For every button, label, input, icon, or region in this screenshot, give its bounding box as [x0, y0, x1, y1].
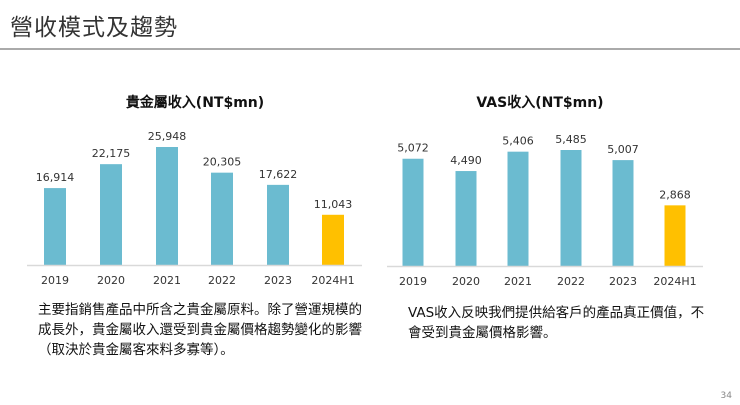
x-tick-label: 2023 — [264, 274, 292, 287]
x-tick-label: 2020 — [452, 275, 480, 288]
data-label: 16,914 — [36, 171, 75, 184]
bar-2022 — [560, 150, 582, 266]
data-label: 11,043 — [314, 198, 353, 211]
data-label: 20,305 — [203, 156, 242, 169]
chart-title-vas: VAS收入(NT$mn) — [476, 95, 604, 111]
bar-2020 — [100, 164, 122, 265]
bar-2021 — [156, 147, 178, 265]
data-label: 5,406 — [502, 135, 534, 148]
bar-2019 — [44, 188, 66, 265]
data-label: 22,175 — [92, 147, 131, 160]
bar-2024H1 — [322, 214, 344, 265]
page-number: 34 — [720, 391, 732, 401]
data-label: 2,868 — [659, 188, 691, 201]
bar-2020 — [455, 171, 477, 266]
data-label: 5,072 — [397, 142, 429, 155]
data-label: 4,490 — [450, 154, 482, 167]
data-label: 5,007 — [607, 143, 639, 156]
bar-2019 — [402, 158, 424, 266]
bar-2024H1 — [664, 205, 686, 266]
x-tick-label: 2022 — [208, 274, 236, 287]
x-tick-label: 2022 — [557, 275, 585, 288]
x-tick-label: 2024H1 — [653, 275, 696, 288]
chart-title-precious-metal: 貴金屬收入(NT$mn) — [125, 95, 265, 111]
vas-description: VAS收入反映我們提供給客戶的產品真正價值，不會受到貴金屬價格影響。 — [408, 305, 705, 341]
x-tick-label: 2023 — [609, 275, 637, 288]
slide-title: 營收模式及趨勢 — [10, 15, 178, 41]
data-label: 17,622 — [259, 168, 298, 181]
x-tick-label: 2021 — [153, 274, 181, 287]
bar-2021 — [507, 151, 529, 266]
bar-2022 — [211, 172, 233, 265]
x-tick-label: 2024H1 — [311, 274, 354, 287]
data-label: 5,485 — [555, 133, 587, 146]
bar-2023 — [267, 184, 289, 265]
x-tick-label: 2019 — [41, 274, 69, 287]
title-divider — [0, 48, 740, 50]
data-label: 25,948 — [148, 130, 187, 143]
x-tick-label: 2021 — [504, 275, 532, 288]
x-tick-label: 2019 — [399, 275, 427, 288]
precious-metal-description: 主要指銷售產品中所含之貴金屬原料。除了營運規模的成長外，貴金屬收入還受到貴金屬價… — [38, 302, 362, 358]
bar-2023 — [612, 160, 634, 266]
x-tick-label: 2020 — [97, 274, 125, 287]
